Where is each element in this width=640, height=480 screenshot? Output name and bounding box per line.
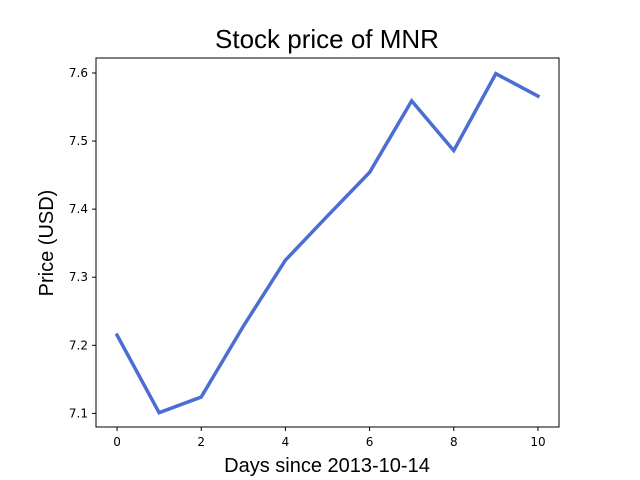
x-tick-label: 6 xyxy=(366,435,374,449)
x-tick-label: 8 xyxy=(450,435,458,449)
y-axis: 7.1 7.2 7.3 7.4 7.5 7.6 xyxy=(69,66,96,420)
y-tick-label: 7.3 xyxy=(69,270,88,284)
x-tick-label: 2 xyxy=(197,435,205,449)
price-series-line xyxy=(114,71,541,415)
y-tick-label: 7.4 xyxy=(69,202,88,216)
x-tick-label: 10 xyxy=(530,435,545,449)
y-tick-label: 7.6 xyxy=(69,66,88,80)
x-axis: 0 2 4 6 8 10 xyxy=(113,427,546,449)
series-layer xyxy=(114,71,541,415)
y-axis-title: Price (USD) xyxy=(36,190,58,297)
x-axis-title: Days since 2013-10-14 xyxy=(224,455,430,477)
x-tick-label: 0 xyxy=(113,435,121,449)
y-tick-label: 7.5 xyxy=(69,134,88,148)
plot-frame xyxy=(95,57,560,428)
x-tick-label: 4 xyxy=(282,435,290,449)
y-tick-label: 7.1 xyxy=(69,406,88,420)
chart-title: Stock price of MNR xyxy=(215,24,439,54)
y-tick-label: 7.2 xyxy=(69,338,88,352)
